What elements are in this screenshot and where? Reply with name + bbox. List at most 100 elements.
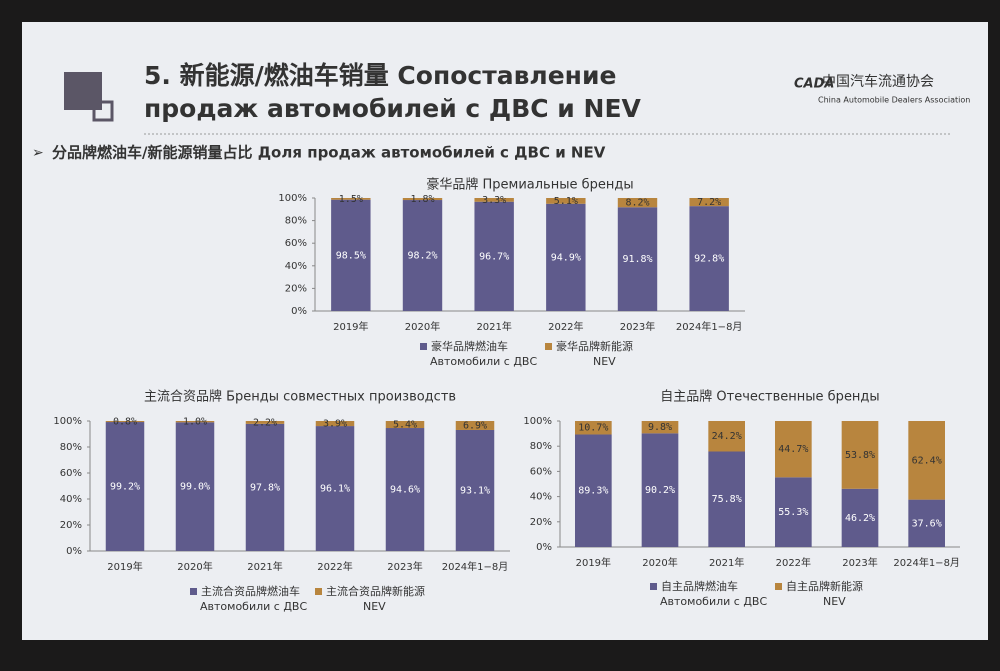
bar-segment bbox=[546, 203, 586, 311]
y-tick-label: 100% bbox=[278, 193, 307, 204]
bar-segment bbox=[175, 421, 215, 423]
bar-segment bbox=[385, 428, 425, 551]
bar-segment bbox=[245, 421, 285, 424]
slide-title: 5. 新能源/燃油车销量 Сопоставление bbox=[144, 61, 616, 90]
x-tick-label: 2023年 bbox=[842, 556, 877, 569]
x-tick-label: 2019年 bbox=[107, 560, 142, 573]
bar-segment bbox=[617, 198, 658, 208]
legend-label: 自主品牌燃油车 bbox=[661, 579, 738, 593]
bar-segment bbox=[689, 198, 729, 207]
data-label: 1.0% bbox=[183, 417, 207, 428]
legend-swatch bbox=[775, 583, 782, 590]
bar-segment bbox=[474, 201, 514, 311]
legend-swatch bbox=[190, 588, 197, 595]
data-label: 98.5% bbox=[336, 250, 366, 261]
data-label: 46.2% bbox=[845, 513, 875, 524]
bar-segment bbox=[841, 488, 879, 547]
bar-segment bbox=[402, 198, 443, 201]
data-label: 90.2% bbox=[645, 485, 675, 496]
logo-mark: CADA bbox=[794, 77, 834, 92]
y-tick-label: 0% bbox=[291, 306, 307, 317]
data-label: 24.2% bbox=[712, 431, 742, 442]
logo-cn: 中国汽车流通协会 bbox=[822, 73, 934, 90]
data-label: 91.8% bbox=[622, 254, 652, 265]
data-label: 7.2% bbox=[697, 197, 721, 208]
legend-label-ru: Автомобили с ДВС bbox=[660, 595, 767, 608]
data-label: 98.2% bbox=[407, 251, 437, 262]
bar-segment bbox=[546, 198, 586, 204]
data-label: 75.8% bbox=[712, 494, 742, 505]
legend-label-ru: Автомобили с ДВС bbox=[430, 355, 537, 368]
data-label: 55.3% bbox=[778, 507, 808, 518]
data-label: 96.1% bbox=[320, 484, 350, 495]
bar-segment bbox=[575, 421, 612, 435]
legend-label-ru: NEV bbox=[363, 600, 386, 613]
data-label: 3.9% bbox=[323, 419, 347, 430]
data-label: 8.2% bbox=[625, 198, 649, 209]
data-label: 0.8% bbox=[113, 417, 137, 428]
legend-label: 自主品牌新能源 bbox=[786, 579, 863, 593]
legend-swatch bbox=[650, 583, 657, 590]
chart-title: 主流合资品牌 Бренды совместных производств bbox=[144, 389, 456, 405]
y-tick-label: 0% bbox=[66, 546, 82, 557]
x-tick-label: 2019年 bbox=[333, 320, 368, 333]
legend-label-ru: NEV bbox=[593, 355, 616, 368]
bar-segment bbox=[105, 422, 145, 551]
data-label: 62.4% bbox=[912, 455, 942, 466]
x-tick-label: 2024年1−8月 bbox=[442, 560, 509, 573]
y-tick-label: 60% bbox=[530, 466, 552, 477]
y-tick-label: 0% bbox=[536, 542, 552, 553]
x-tick-label: 2023年 bbox=[620, 320, 655, 333]
bar-segment bbox=[575, 434, 612, 547]
x-tick-label: 2022年 bbox=[776, 556, 811, 569]
bar-segment bbox=[908, 499, 945, 547]
bar-segment bbox=[331, 199, 371, 311]
y-tick-label: 20% bbox=[60, 520, 82, 531]
bar-segment bbox=[315, 421, 355, 427]
bar-segment bbox=[689, 206, 729, 311]
x-tick-label: 2020年 bbox=[405, 320, 440, 333]
y-tick-label: 60% bbox=[60, 468, 82, 479]
bullet: ➢ bbox=[32, 145, 44, 161]
title-icon-frame bbox=[92, 100, 114, 122]
bar-segment bbox=[105, 421, 145, 423]
data-label: 89.3% bbox=[578, 486, 608, 497]
x-tick-label: 2023年 bbox=[387, 560, 422, 573]
data-label: 99.0% bbox=[180, 482, 210, 493]
x-tick-label: 2021年 bbox=[709, 556, 744, 569]
y-tick-label: 100% bbox=[523, 416, 552, 427]
data-label: 37.6% bbox=[912, 518, 942, 529]
y-tick-label: 20% bbox=[285, 283, 307, 294]
x-tick-label: 2019年 bbox=[576, 556, 611, 569]
chart-title: 豪华品牌 Премиальные бренды bbox=[426, 177, 633, 193]
bar-segment bbox=[841, 421, 879, 489]
x-tick-label: 2024年1−8月 bbox=[893, 556, 960, 569]
x-tick-label: 2020年 bbox=[177, 560, 212, 573]
data-label: 53.8% bbox=[845, 450, 875, 461]
x-tick-label: 2022年 bbox=[548, 320, 583, 333]
data-label: 1.8% bbox=[410, 194, 434, 205]
bar-segment bbox=[331, 198, 371, 200]
legend-label-ru: NEV bbox=[823, 595, 846, 608]
data-label: 99.2% bbox=[110, 482, 140, 493]
bar-segment bbox=[708, 451, 745, 547]
x-tick-label: 2020年 bbox=[642, 556, 677, 569]
y-tick-label: 20% bbox=[530, 517, 552, 528]
bar-segment bbox=[708, 421, 745, 452]
x-tick-label: 2022年 bbox=[317, 560, 352, 573]
legend-swatch bbox=[545, 343, 552, 350]
x-tick-label: 2021年 bbox=[247, 560, 282, 573]
data-label: 5.1% bbox=[554, 196, 578, 207]
legend-label: 主流合资品牌新能源 bbox=[326, 584, 425, 598]
data-label: 96.7% bbox=[479, 251, 509, 262]
y-tick-label: 80% bbox=[285, 216, 307, 227]
bar-segment bbox=[402, 200, 443, 311]
bar-segment bbox=[175, 422, 215, 551]
data-label: 6.9% bbox=[463, 420, 487, 431]
data-label: 2.2% bbox=[253, 417, 277, 428]
data-label: 94.9% bbox=[551, 252, 581, 263]
bar-segment bbox=[455, 421, 495, 430]
data-label: 44.7% bbox=[778, 444, 808, 455]
data-label: 5.4% bbox=[393, 420, 417, 431]
